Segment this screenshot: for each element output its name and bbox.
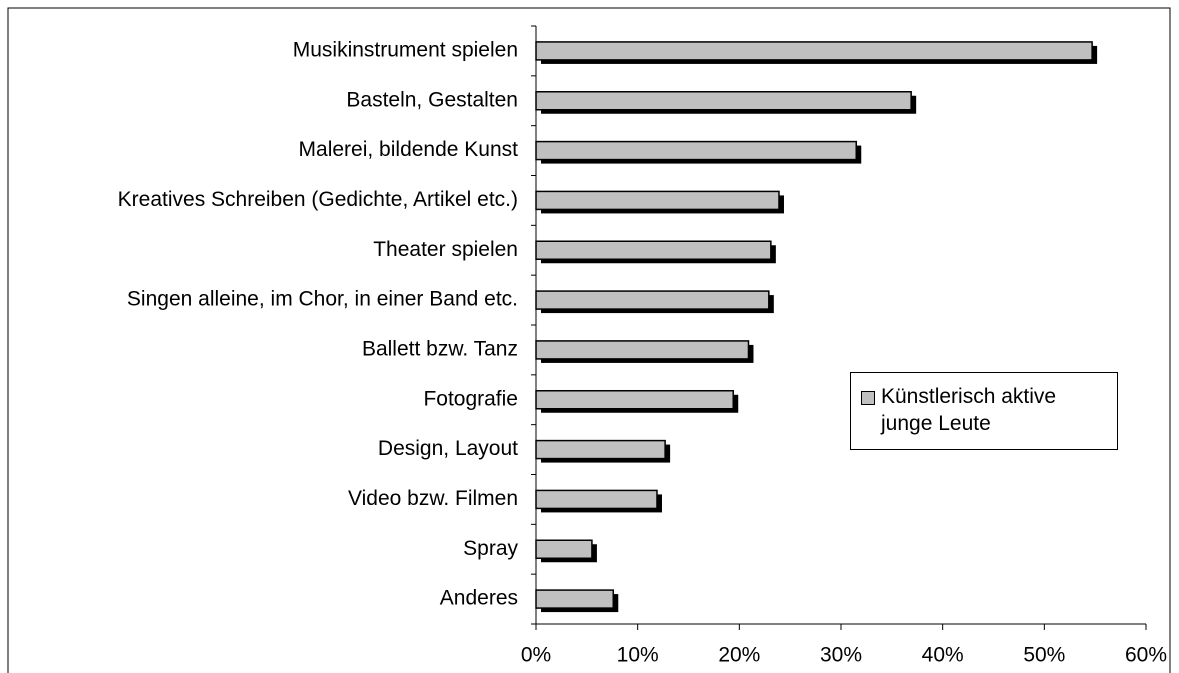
x-tick-label: 0% xyxy=(521,644,551,667)
y-tick-label: Design, Layout xyxy=(378,437,518,460)
y-tick-label: Ballett bzw. Tanz xyxy=(362,337,518,360)
bar xyxy=(535,390,734,410)
bar xyxy=(535,589,615,609)
x-tick-label: 40% xyxy=(922,644,964,667)
bar xyxy=(535,290,770,310)
x-tick-label: 10% xyxy=(617,644,659,667)
y-tick-label: Singen alleine, im Chor, in einer Band e… xyxy=(127,288,518,311)
bar xyxy=(535,539,593,559)
bar xyxy=(535,240,772,260)
x-tick-label: 60% xyxy=(1125,644,1167,667)
chart-frame xyxy=(7,7,1171,673)
bar xyxy=(535,340,750,360)
x-tick-label: 20% xyxy=(718,644,760,667)
bar xyxy=(535,190,780,211)
x-tick-label: 30% xyxy=(820,644,862,667)
legend-swatch xyxy=(861,391,875,405)
bar xyxy=(535,91,912,111)
y-tick-label: Fotografie xyxy=(423,387,518,410)
y-tick-label: Video bzw. Filmen xyxy=(348,487,518,510)
bar xyxy=(535,140,857,161)
x-tick-label: 50% xyxy=(1023,644,1065,667)
legend-label: Künstlerisch aktive junge Leute xyxy=(881,385,1057,435)
y-tick-label: Anderes xyxy=(440,587,518,610)
y-tick-label: Theater spielen xyxy=(373,238,518,261)
y-tick-label: Basteln, Gestalten xyxy=(346,88,518,111)
bar xyxy=(535,41,1093,61)
bar xyxy=(535,489,658,510)
legend: Künstlerisch aktive junge Leute xyxy=(850,372,1118,450)
bar xyxy=(535,439,666,460)
y-tick-label: Kreatives Schreiben (Gedichte, Artikel e… xyxy=(118,188,518,211)
y-tick-label: Spray xyxy=(463,537,518,560)
y-tick-label: Musikinstrument spielen xyxy=(293,38,518,61)
y-tick-label: Malerei, bildende Kunst xyxy=(299,138,519,161)
